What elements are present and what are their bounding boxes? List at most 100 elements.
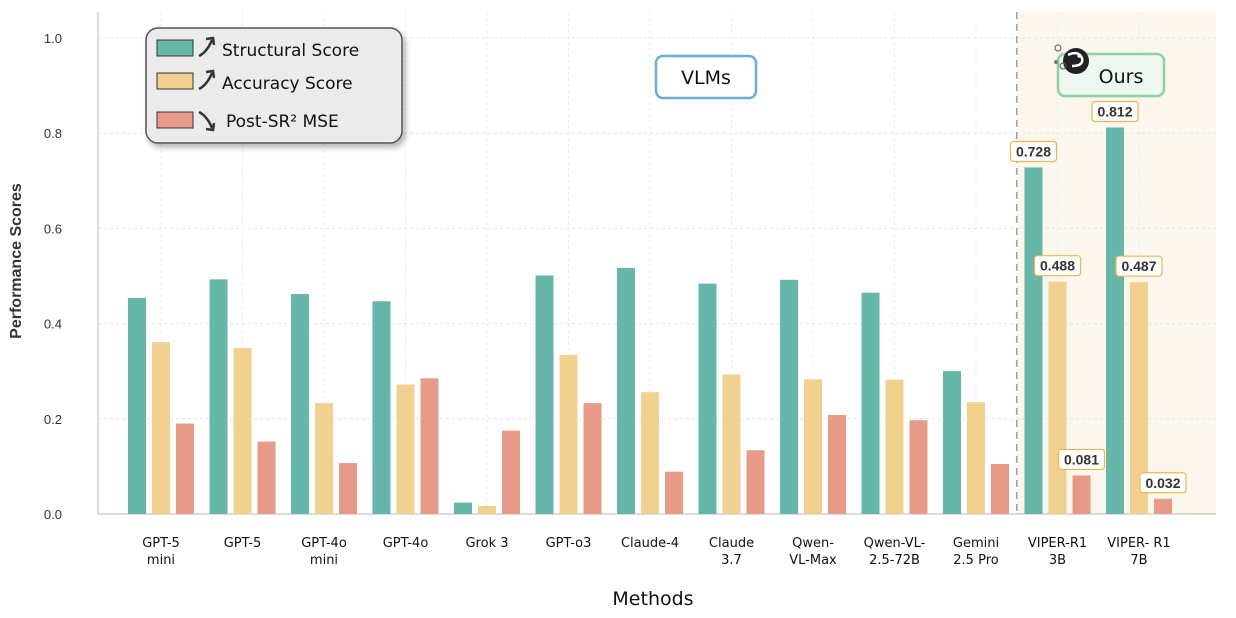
data-label-box <box>1033 255 1082 277</box>
category-label: GPT-5 <box>142 536 180 551</box>
category-label: VIPER-R1 <box>1028 536 1087 551</box>
category-label: 3.7 <box>721 553 742 568</box>
bar-accuracy <box>885 379 904 514</box>
legend: Structural Score Accuracy Score Post-SR²… <box>145 27 403 144</box>
data-label: 0.487 <box>1121 258 1156 274</box>
bar-structural <box>372 301 391 514</box>
bar-mse <box>257 441 276 514</box>
y-tick-label: 0.4 <box>44 317 62 332</box>
category-label: VIPER- R1 <box>1107 536 1170 551</box>
bar-accuracy <box>478 505 496 514</box>
legend-swatch-mse <box>156 111 194 129</box>
category-label: GPT-4o <box>301 536 347 551</box>
bar-structural <box>1106 127 1124 514</box>
data-label-box <box>1139 472 1187 494</box>
bar-structural <box>861 292 880 514</box>
category-label: GPT-o3 <box>546 536 592 551</box>
bar-structural <box>698 283 717 514</box>
category-label: mini <box>310 553 338 568</box>
y-tick-label: 0.2 <box>44 412 62 427</box>
bar-structural <box>943 371 961 514</box>
x-axis-label: Methods <box>612 588 693 610</box>
data-label-box <box>1057 448 1106 471</box>
y-tick-label: 0.6 <box>44 221 62 236</box>
bar-mse <box>665 471 683 514</box>
category-label: VL-Max <box>789 553 837 568</box>
category-label: Qwen-VL- <box>864 536 926 551</box>
bar-accuracy <box>559 355 578 514</box>
y-tick-label: 1.0 <box>44 31 62 46</box>
bar-accuracy <box>641 392 659 514</box>
bar-accuracy <box>233 347 252 514</box>
bar-structural <box>128 297 146 514</box>
category-labels: GPT-5 mini GPT-5 GPT-4o mini GPT-4o Grok 3 GPT-… <box>142 536 1171 568</box>
bar-mse <box>991 464 1009 514</box>
group-vlms-box <box>654 54 758 100</box>
category-label: Gemini <box>953 536 999 551</box>
data-label-box <box>1091 100 1139 123</box>
bar-mse <box>746 450 765 514</box>
arrow-up-right-icon <box>198 69 216 91</box>
category-label: GPT-4o <box>383 536 429 551</box>
bar-accuracy <box>152 342 170 514</box>
category-label: Claude-4 <box>621 536 679 551</box>
category-label: 2.5-72B <box>869 553 920 568</box>
category-label: Grok 3 <box>465 536 508 551</box>
bar-structural <box>209 279 228 514</box>
bar-mse <box>339 463 357 514</box>
category-label: 2.5 Pro <box>953 553 998 568</box>
category-label: GPT-5 <box>224 536 262 551</box>
axes: 0.0 0.2 0.4 0.6 0.8 1.0 <box>44 12 1216 522</box>
bars <box>128 127 1172 515</box>
category-label: 7B <box>1130 553 1147 568</box>
category-label: Qwen- <box>792 536 834 551</box>
bar-accuracy <box>722 374 741 514</box>
y-tick-label: 0.8 <box>44 126 62 141</box>
bar-mse <box>502 430 520 514</box>
bar-structural <box>780 279 798 514</box>
bar-mse <box>909 420 928 514</box>
group-ours: Ours <box>1054 44 1166 98</box>
data-label: 0.812 <box>1097 103 1132 119</box>
bar-accuracy <box>1048 281 1067 514</box>
arrow-down-right-icon <box>198 110 216 132</box>
bar-structural <box>1024 167 1043 515</box>
bar-accuracy <box>804 379 822 514</box>
legend-label-structural: Structural Score <box>222 41 359 61</box>
bar-mse <box>1072 475 1091 514</box>
legend-swatch-accuracy <box>156 72 194 90</box>
group-vlms-label: VLMs <box>681 67 731 89</box>
bar-accuracy <box>396 384 415 514</box>
bar-accuracy <box>315 403 333 514</box>
group-vlms: VLMs <box>654 54 758 100</box>
legend-swatch-structural <box>156 39 194 57</box>
bar-mse <box>1154 498 1172 514</box>
data-label: 0.081 <box>1064 451 1099 467</box>
data-labels: 0.728 0.488 0.081 0.812 0.487 0.032 <box>1009 100 1187 494</box>
data-label-box <box>1009 140 1058 163</box>
bar-mse <box>176 423 194 514</box>
bar-structural <box>454 502 472 514</box>
legend-label-mse: Post-SR² MSE <box>226 112 339 132</box>
bar-mse <box>420 378 439 514</box>
legend-box <box>145 27 403 144</box>
bar-mse <box>583 403 602 514</box>
data-label-box <box>1115 255 1163 277</box>
y-axis-label: Performance Scores <box>8 183 25 339</box>
legend-label-accuracy: Accuracy Score <box>222 74 353 94</box>
y-tick-label: 0.0 <box>44 507 62 522</box>
data-label: 0.032 <box>1145 475 1180 491</box>
data-label: 0.488 <box>1040 258 1075 274</box>
bar-structural <box>535 275 554 514</box>
category-label: mini <box>147 553 175 568</box>
group-ours-label: Ours <box>1099 66 1144 88</box>
bar-accuracy <box>1130 282 1148 514</box>
bar-accuracy <box>967 402 985 514</box>
snake-logo-icon <box>1054 44 1089 74</box>
category-label: 3B <box>1049 553 1066 568</box>
bar-mse <box>828 414 846 514</box>
category-label: Claude <box>709 536 754 551</box>
bar-structural <box>617 267 635 514</box>
data-label: 0.728 <box>1016 143 1051 159</box>
